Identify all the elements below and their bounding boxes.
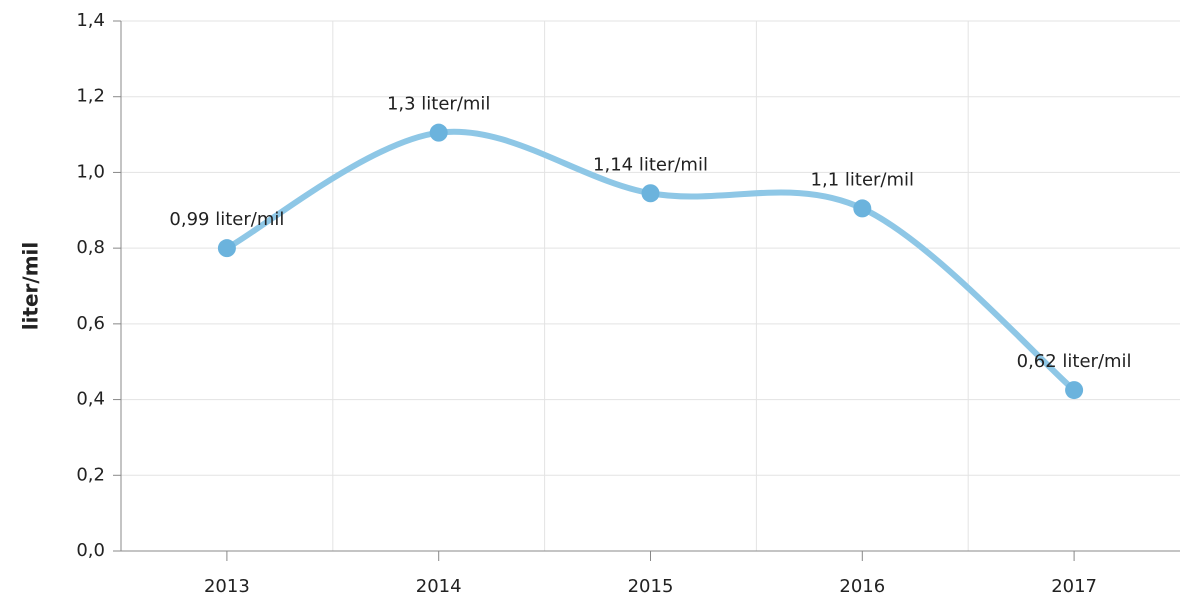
y-tick-label: 1,4 [76, 10, 105, 31]
marker [429, 123, 448, 142]
x-tick-label: 2015 [628, 576, 674, 597]
y-tick-label: 1,2 [76, 86, 105, 107]
y-tick-label: 0,6 [76, 313, 105, 334]
point-annotation: 1,14 liter/mil [593, 154, 708, 175]
x-tick-label: 2016 [839, 576, 885, 597]
y-tick-label: 1,0 [76, 161, 105, 182]
y-tick-label: 0,0 [76, 540, 105, 561]
point-annotation: 0,99 liter/mil [169, 209, 284, 230]
y-tick-label: 0,8 [76, 237, 105, 258]
marker [1065, 381, 1084, 400]
marker [853, 199, 872, 218]
point-annotation: 0,62 liter/mil [1017, 351, 1132, 372]
x-tick-label: 2013 [204, 576, 250, 597]
y-tick-label: 0,2 [76, 464, 105, 485]
marker [641, 184, 660, 203]
x-tick-label: 2017 [1051, 576, 1097, 597]
point-annotation: 1,1 liter/mil [811, 169, 914, 190]
point-annotation: 1,3 liter/mil [387, 94, 490, 115]
marker [217, 239, 236, 258]
y-tick-label: 0,4 [76, 389, 105, 410]
x-tick-label: 2014 [416, 576, 462, 597]
y-axis-title: liter/mil [19, 242, 43, 331]
